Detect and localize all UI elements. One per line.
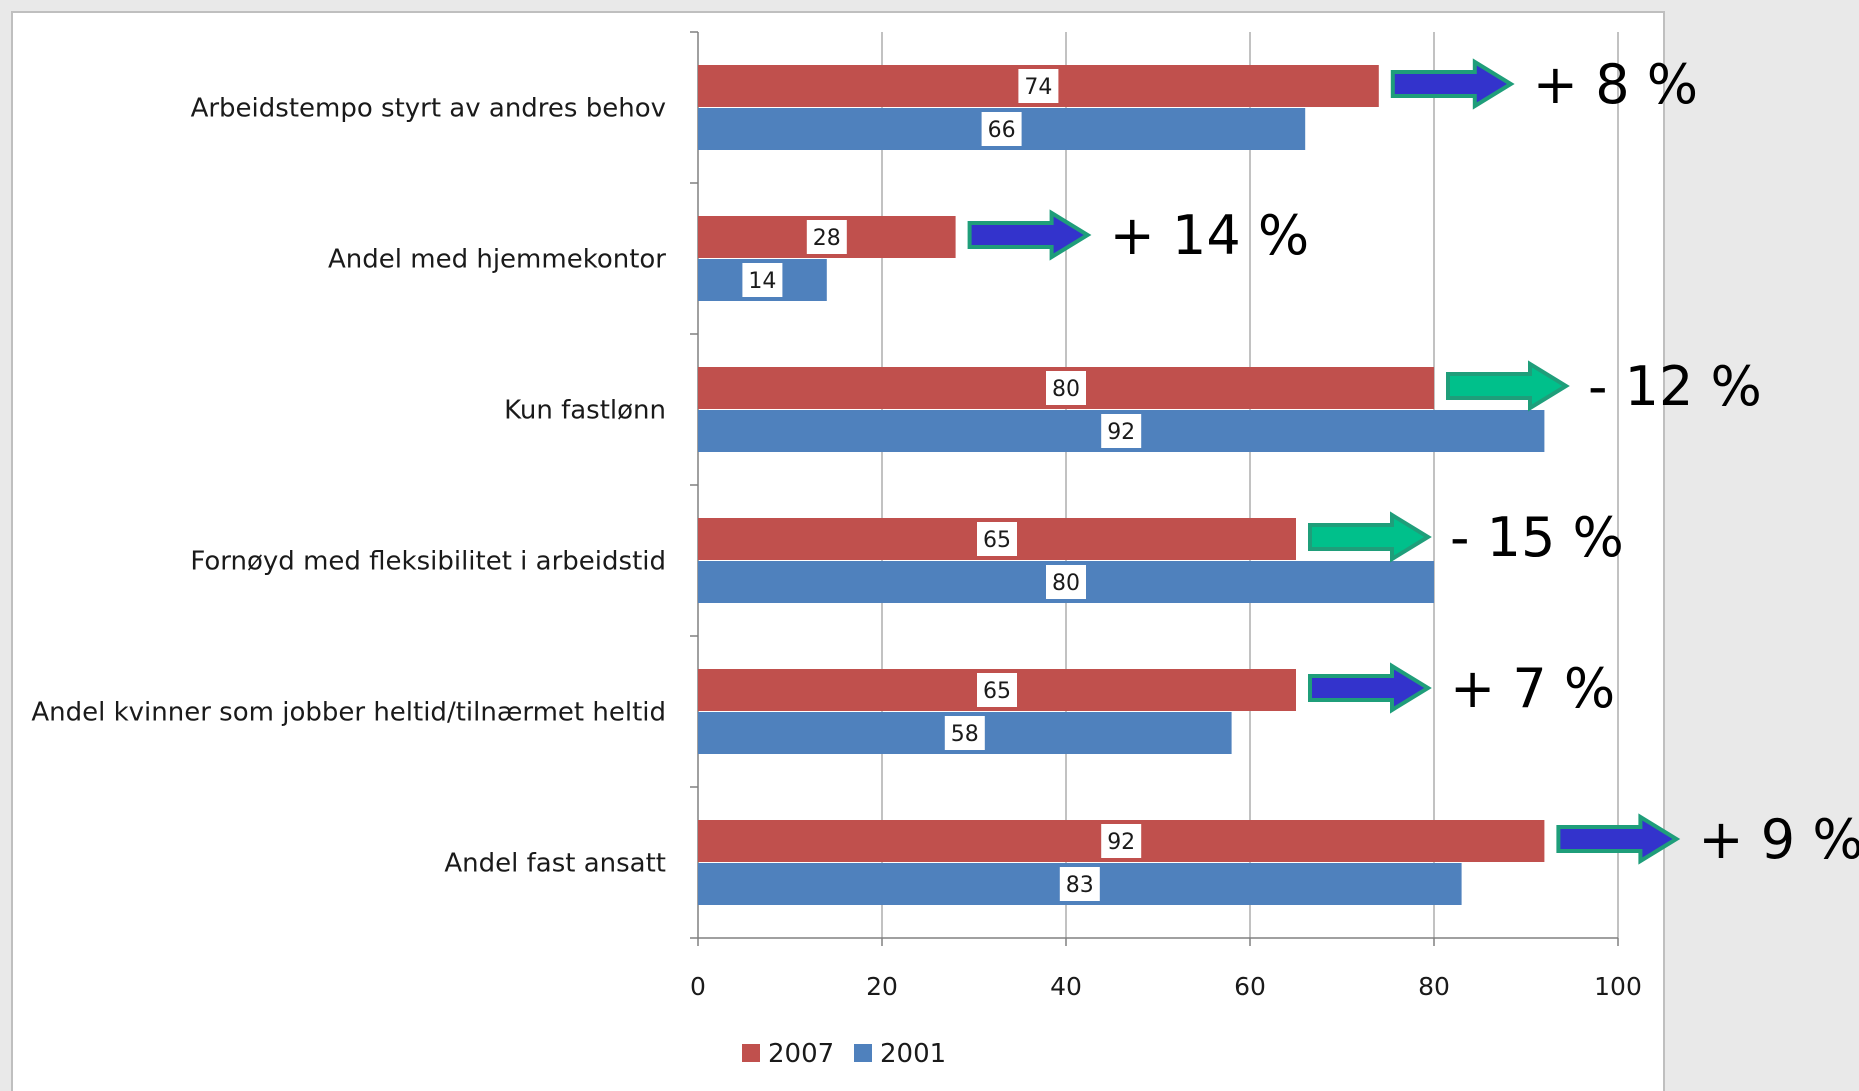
change-label: + 8 %: [1533, 53, 1698, 116]
change-label: + 7 %: [1450, 657, 1615, 720]
category-label: Andel med hjemmekontor: [328, 245, 666, 275]
change-arrow-icon: [967, 209, 1092, 261]
data-label: 58: [951, 722, 979, 747]
data-label-box: [1046, 371, 1086, 405]
axes: 0 20 40 60 80 100: [690, 31, 1642, 1001]
x-tick-label: 60: [1234, 972, 1266, 1001]
data-label: 14: [748, 269, 776, 294]
data-label-box: [1018, 69, 1059, 103]
data-label: 65: [983, 528, 1011, 553]
x-tick-label: 0: [690, 972, 706, 1001]
data-label-box: [742, 263, 783, 297]
legend-swatch-2007: [742, 1044, 760, 1062]
change-arrow-icon: [1446, 360, 1570, 412]
change-arrow-icon: [1390, 58, 1515, 110]
data-label: 80: [1052, 377, 1080, 402]
data-label-box: [977, 673, 1017, 707]
data-label: 92: [1107, 420, 1135, 445]
data-label-box: [806, 220, 847, 254]
data-label: 80: [1052, 571, 1080, 596]
change-arrow-icon: [1308, 511, 1432, 563]
data-label: 65: [983, 679, 1011, 704]
legend-label: 2001: [880, 1039, 946, 1069]
x-tick-label: 40: [1050, 972, 1082, 1001]
data-label-box: [1059, 867, 1100, 901]
category-label: Arbeidstempo styrt av andres behov: [191, 94, 666, 124]
category-label: Andel fast ansatt: [444, 849, 666, 879]
data-label-box: [981, 112, 1022, 146]
category-label: Fornøyd med fleksibilitet i arbeidstid: [190, 547, 666, 577]
change-label: - 15 %: [1450, 506, 1624, 569]
change-annotations: + 8 % + 14 % - 12 % - 15 % + 7 % + 9 %: [967, 53, 1859, 871]
data-label: 83: [1066, 873, 1094, 898]
change-label: + 14 %: [1110, 204, 1310, 267]
x-tick-label: 20: [866, 972, 898, 1001]
labels: Arbeidstempo styrt av andres behov 74 66 An…: [31, 69, 1142, 901]
data-label: 92: [1107, 830, 1135, 855]
data-label-box: [1101, 414, 1142, 448]
x-tick-label: 100: [1594, 972, 1642, 1001]
data-label-box: [977, 522, 1017, 556]
change-label: + 9 %: [1698, 808, 1859, 871]
legend-label: 2007: [768, 1039, 834, 1069]
data-label-box: [1101, 824, 1142, 858]
bars: [698, 65, 1545, 905]
data-label-box: [944, 716, 985, 750]
change-label: - 12 %: [1588, 355, 1762, 418]
gridlines: [881, 32, 1619, 938]
category-label: Kun fastlønn: [504, 396, 666, 426]
data-label: 74: [1024, 75, 1052, 100]
legend-swatch-2001: [854, 1044, 872, 1062]
category-label: Andel kvinner som jobber heltid/tilnærme…: [31, 698, 666, 728]
legend: 2007 2001: [742, 1039, 946, 1069]
change-arrow-icon: [1308, 662, 1432, 714]
x-tick-label: 80: [1418, 972, 1450, 1001]
data-label-box: [1046, 565, 1086, 599]
data-label: 66: [988, 118, 1016, 143]
data-label: 28: [813, 226, 841, 251]
change-arrow-icon: [1556, 813, 1681, 865]
